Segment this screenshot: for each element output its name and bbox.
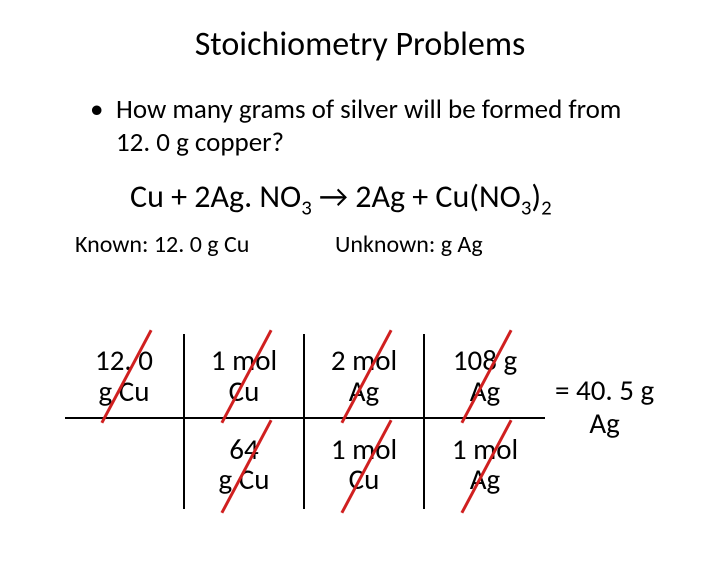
- cell-line1: 2 mol: [331, 345, 397, 375]
- cell-top-1: 1 mol Cu: [185, 334, 305, 419]
- cell-line2: Ag: [349, 376, 379, 406]
- cell-line2: Cu: [349, 464, 380, 494]
- cell-top-3: 108 g Ag: [425, 334, 545, 419]
- page-title: Stoichiometry Problems: [0, 24, 720, 65]
- cell-line2: Cu: [229, 376, 260, 406]
- known-unknown-row: Known: 12. 0 g Cu Unknown: g Ag: [75, 230, 720, 259]
- cell-line1: 108 g: [453, 345, 517, 375]
- sub: 3: [301, 194, 312, 220]
- bullet-list: • How many grams of silver will be forme…: [90, 93, 630, 159]
- bullet-dot: •: [90, 93, 116, 159]
- result: = 40. 5 g Ag: [555, 374, 654, 441]
- arrow: →: [312, 177, 355, 216]
- cell-line1: 1 mol: [452, 434, 518, 464]
- result-line1: = 40. 5 g: [555, 372, 654, 408]
- cell-bottom-2: 1 mol Cu: [305, 419, 425, 509]
- cell-line2: Ag: [470, 376, 500, 406]
- cell-line2: g Cu: [219, 464, 270, 494]
- unknown-label: Unknown: g Ag: [335, 230, 483, 259]
- cell-top-0: 12. 0 g Cu: [65, 334, 185, 419]
- cell-bottom-0: [65, 419, 185, 509]
- products: 2Ag + Cu(NO: [355, 177, 521, 216]
- cell-line1: 12. 0: [95, 345, 153, 375]
- bullet-item: • How many grams of silver will be forme…: [90, 93, 630, 159]
- reactants: Cu + 2Ag. NO: [130, 177, 301, 216]
- cell-bottom-1: 64 g Cu: [185, 419, 305, 509]
- cell-bottom-3: 1 mol Ag: [425, 419, 545, 509]
- close-paren: ): [531, 177, 541, 216]
- result-line2: Ag: [589, 405, 619, 441]
- cell-line2: Ag: [470, 464, 500, 494]
- chemical-equation: Cu + 2Ag. NO3 → 2Ag + Cu(NO3)2: [130, 177, 720, 216]
- sub: 3: [521, 194, 532, 220]
- cell-line1: 1 mol: [211, 345, 277, 375]
- cell-line1: 64: [229, 434, 258, 464]
- bullet-text: How many grams of silver will be formed …: [116, 93, 630, 159]
- known-label: Known: 12. 0 g Cu: [75, 230, 335, 259]
- cell-line1: 1 mol: [331, 434, 397, 464]
- cell-top-2: 2 mol Ag: [305, 334, 425, 419]
- cell-line2: g Cu: [99, 376, 150, 406]
- sub: 2: [541, 194, 552, 220]
